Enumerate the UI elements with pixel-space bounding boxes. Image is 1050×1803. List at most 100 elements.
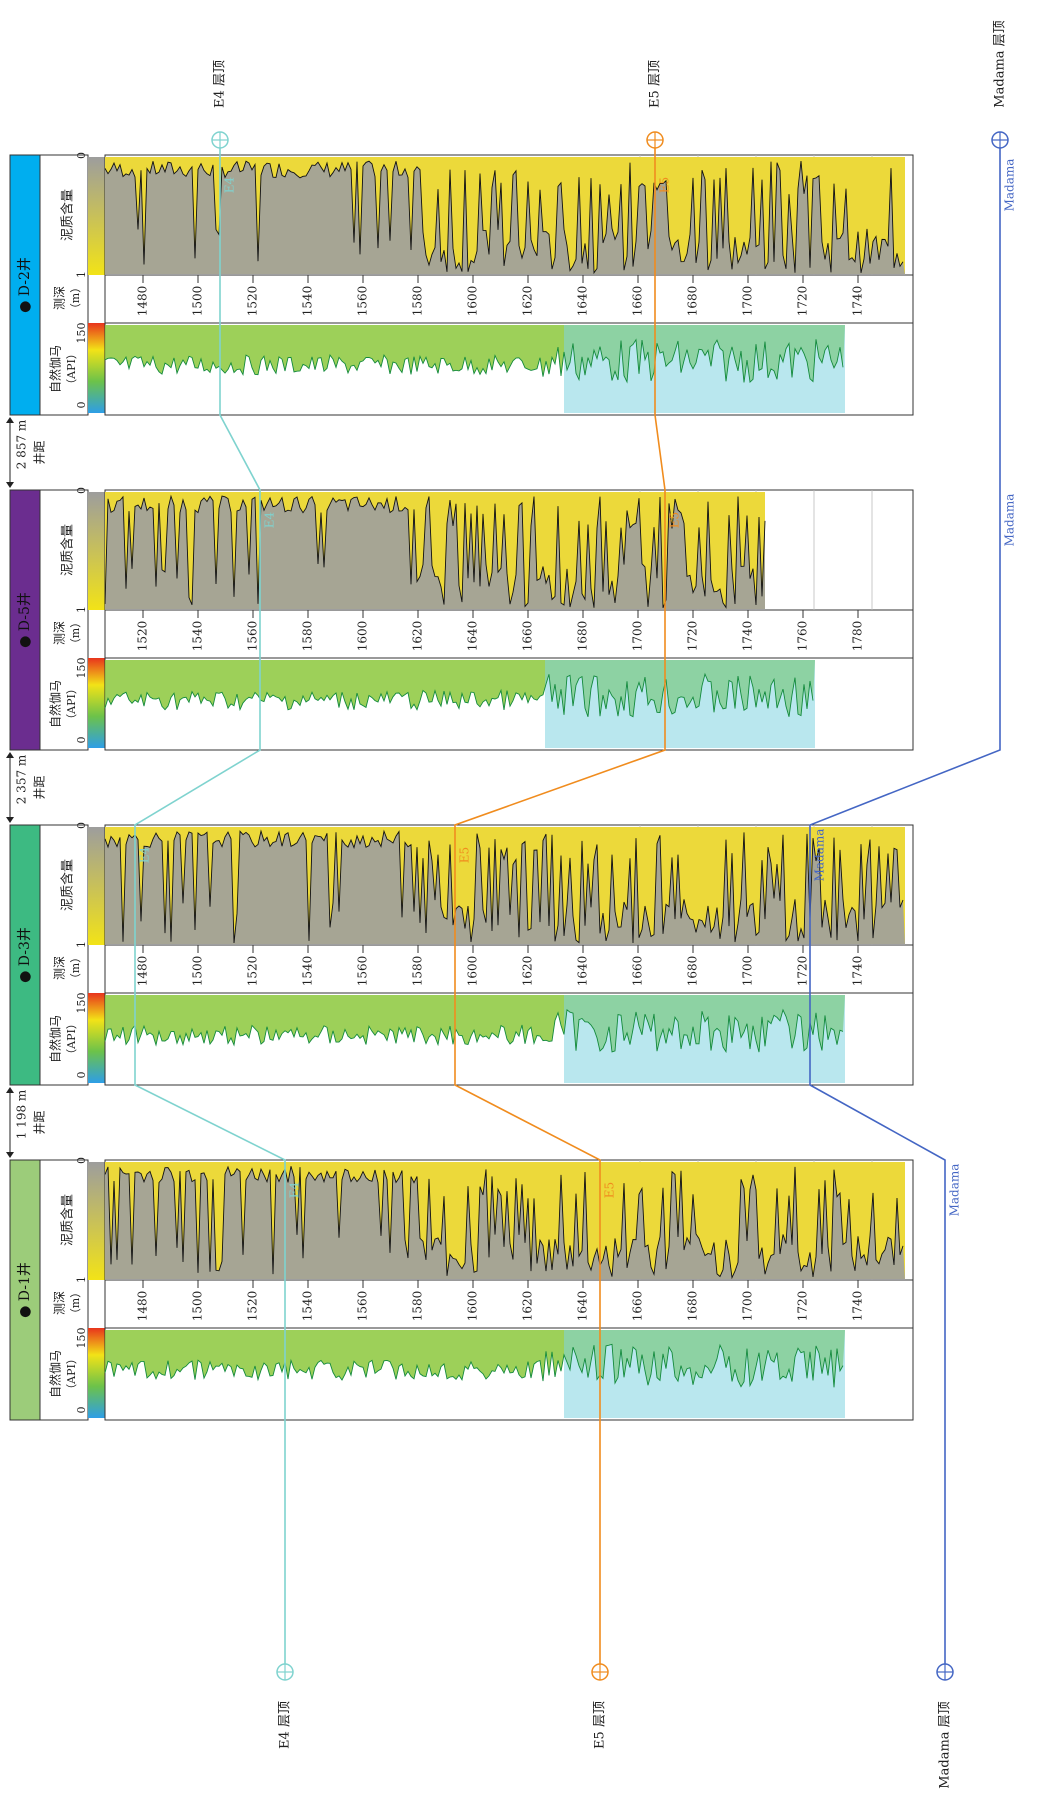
depth-label: 1620	[521, 286, 535, 317]
depth-label: 1480	[136, 286, 150, 317]
gamma-header: 自然伽马	[48, 1015, 63, 1063]
header-column	[39, 824, 89, 1086]
horizon-track-label: Madama	[1003, 494, 1017, 547]
depth-label: 1720	[686, 621, 700, 652]
gamma-fill-low	[564, 1330, 845, 1418]
spacing-arrowhead	[6, 817, 14, 823]
horizon-label-top: Madama 层顶	[993, 20, 1008, 107]
gamma-scale-max: 150	[75, 658, 88, 679]
horizon-track-label: E4	[288, 1181, 302, 1198]
gamma-scale-min: 0	[75, 737, 88, 744]
horizon-track-label: E4	[263, 511, 277, 528]
gamma-scale-max: 150	[75, 993, 88, 1014]
depth-label: 1740	[851, 956, 865, 987]
well-name: ● D-5井	[17, 592, 33, 648]
gamma-scale-bar	[88, 323, 105, 413]
depth-label: 1640	[576, 956, 590, 987]
depth-label: 1500	[191, 956, 205, 987]
depth-label: 1480	[136, 1291, 150, 1322]
horizon-track-label: E5	[658, 177, 672, 193]
shale-scale-bar	[88, 492, 105, 610]
gamma-curve	[104, 338, 844, 384]
depth-label: 1760	[796, 621, 810, 652]
depth-label: 1660	[631, 286, 645, 317]
spacing-arrowhead	[6, 1087, 14, 1093]
shale-header: 泥质含量	[60, 524, 76, 576]
depth-label: 1640	[576, 1291, 590, 1322]
track-frame	[104, 1159, 914, 1421]
depth-label: 1740	[741, 621, 755, 652]
depth-label: 1540	[191, 621, 205, 652]
depth-label: 1720	[796, 1291, 810, 1322]
shale-header: 泥质含量	[60, 859, 76, 911]
spacing-arrowhead	[6, 482, 14, 488]
gamma-scale-bar	[88, 993, 105, 1083]
shale-header: 泥质含量	[60, 1194, 76, 1246]
spacing-value: 2 857 m	[15, 419, 29, 469]
well-panel: ● D-2井 泥质含量 0 1 测深 （m） 自然伽马 （API） 0 150 1480 1500 15…	[9, 152, 914, 416]
depth-header: 测深	[53, 621, 67, 645]
shale-fill-clay	[105, 496, 765, 610]
gamma-header-unit: （API）	[65, 348, 78, 390]
gamma-header-unit: （API）	[65, 683, 78, 725]
depth-label: 1580	[411, 286, 425, 317]
shale-scale-min: 0	[75, 1157, 88, 1164]
depth-label: 1680	[686, 956, 700, 987]
gamma-header: 自然伽马	[48, 1350, 63, 1398]
depth-label: 1720	[796, 286, 810, 317]
gamma-header: 自然伽马	[48, 345, 63, 393]
depth-header: 测深	[53, 1291, 67, 1315]
shale-scale-min: 0	[75, 152, 88, 159]
spacing-value: 2 357 m	[15, 754, 29, 804]
horizon-track-label: E5	[603, 1182, 617, 1198]
horizon-label-bottom: Madama 层顶	[938, 1701, 953, 1788]
horizon-track-label: Madama	[1003, 159, 1017, 212]
depth-label: 1500	[191, 286, 205, 317]
depth-label: 1620	[521, 956, 535, 987]
depth-label: 1680	[686, 1291, 700, 1322]
shale-fill-clay	[105, 1166, 905, 1280]
shale-scale-max: 1	[75, 606, 88, 613]
shale-fill-clay	[105, 831, 905, 945]
gamma-scale-min: 0	[75, 1072, 88, 1079]
shale-curve	[104, 160, 904, 275]
depth-label: 1660	[631, 1291, 645, 1322]
shale-curve	[104, 829, 904, 944]
depth-label: 1480	[136, 956, 150, 987]
depth-label: 1580	[411, 1291, 425, 1322]
depth-header: 测深	[53, 286, 67, 310]
depth-label: 1700	[741, 956, 755, 987]
depth-label: 1600	[356, 621, 370, 652]
track-frame	[104, 489, 914, 751]
depth-label: 1780	[851, 621, 865, 652]
depth-label: 1560	[356, 1291, 370, 1322]
gamma-curve	[104, 1008, 844, 1054]
depth-label: 1620	[521, 1291, 535, 1322]
depth-header: 测深	[53, 956, 67, 980]
gamma-scale-max: 150	[75, 1328, 88, 1349]
gamma-header: 自然伽马	[48, 680, 63, 728]
shale-scale-bar	[88, 1162, 105, 1280]
depth-label: 1700	[741, 1291, 755, 1322]
horizon-line	[134, 140, 286, 1665]
spacing-arrowhead	[6, 752, 14, 758]
depth-label: 1580	[301, 621, 315, 652]
horizon-label-bottom: E4 层顶	[278, 1701, 293, 1749]
depth-label: 1700	[631, 621, 645, 652]
depth-label: 1580	[411, 956, 425, 987]
depth-label: 1520	[246, 1291, 260, 1322]
horizon-track-label: E5	[668, 512, 682, 528]
gamma-scale-min: 0	[75, 1407, 88, 1414]
horizon-label-top: E4 层顶	[213, 60, 228, 108]
header-column	[39, 154, 89, 416]
well-panel: ● D-3井 泥质含量 0 1 测深 （m） 自然伽马 （API） 0 150 1480 1500 15…	[9, 822, 914, 1086]
well-panel: ● D-1井 泥质含量 0 1 测深 （m） 自然伽马 （API） 0 150 1480 1500 15…	[9, 1157, 914, 1421]
depth-label: 1540	[301, 956, 315, 987]
gamma-header-unit: （API）	[65, 1353, 78, 1395]
depth-label: 1640	[466, 621, 480, 652]
header-column	[39, 1159, 89, 1421]
shale-header: 泥质含量	[60, 189, 76, 241]
horizon-line	[454, 140, 666, 1665]
depth-label: 1540	[301, 1291, 315, 1322]
